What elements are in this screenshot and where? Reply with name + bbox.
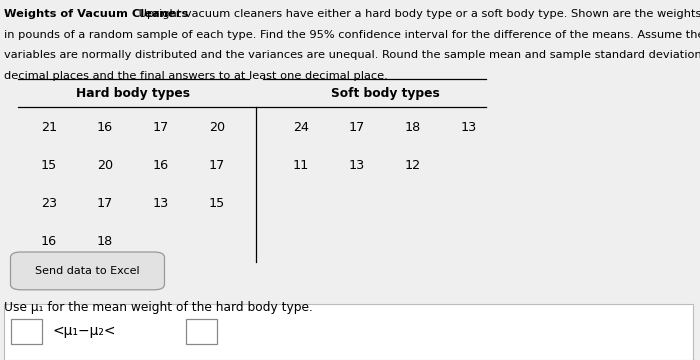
Text: in pounds of a random sample of each type. Find the 95% confidence interval for : in pounds of a random sample of each typ… — [4, 30, 700, 40]
Text: <μ₁−μ₂<: <μ₁−μ₂< — [52, 324, 116, 338]
FancyBboxPatch shape — [4, 304, 693, 360]
Text: 13: 13 — [153, 197, 169, 210]
Text: 15: 15 — [209, 197, 225, 210]
Text: 18: 18 — [405, 121, 421, 134]
Text: Use μ₁ for the mean weight of the hard body type.: Use μ₁ for the mean weight of the hard b… — [4, 301, 312, 314]
FancyBboxPatch shape — [186, 319, 217, 344]
Text: Hard body types: Hard body types — [76, 87, 190, 100]
Text: 16: 16 — [153, 159, 169, 172]
Text: 13: 13 — [461, 121, 477, 134]
FancyBboxPatch shape — [10, 252, 164, 290]
Text: Weights of Vacuum Cleaners: Weights of Vacuum Cleaners — [4, 9, 188, 19]
Text: variables are normally distributed and the variances are unequal. Round the samp: variables are normally distributed and t… — [4, 50, 700, 60]
Text: 17: 17 — [153, 121, 169, 134]
Text: Soft body types: Soft body types — [330, 87, 440, 100]
Text: 18: 18 — [97, 235, 113, 248]
Text: 20: 20 — [209, 121, 225, 134]
Text: 21: 21 — [41, 121, 57, 134]
Text: 15: 15 — [41, 159, 57, 172]
Text: 11: 11 — [293, 159, 309, 172]
Text: Upright vacuum cleaners have either a hard body type or a soft body type. Shown : Upright vacuum cleaners have either a ha… — [135, 9, 700, 19]
Text: 24: 24 — [293, 121, 309, 134]
Text: 12: 12 — [405, 159, 421, 172]
Text: 17: 17 — [209, 159, 225, 172]
Text: 16: 16 — [97, 121, 113, 134]
Text: Send data to Excel: Send data to Excel — [35, 266, 140, 276]
Text: 20: 20 — [97, 159, 113, 172]
Text: 23: 23 — [41, 197, 57, 210]
Text: 17: 17 — [97, 197, 113, 210]
Text: 17: 17 — [349, 121, 365, 134]
Text: decimal places and the final answers to at least one decimal place.: decimal places and the final answers to … — [4, 71, 387, 81]
FancyBboxPatch shape — [10, 319, 42, 344]
Text: 13: 13 — [349, 159, 365, 172]
Text: 16: 16 — [41, 235, 57, 248]
